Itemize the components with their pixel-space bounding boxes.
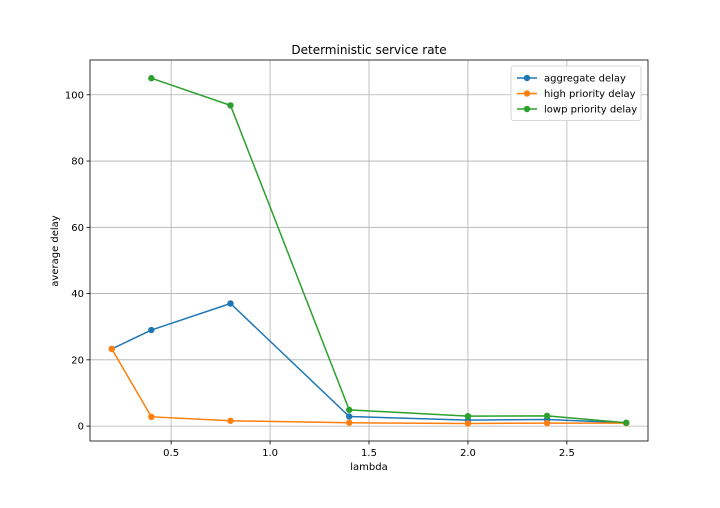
- y-tick-label: 40: [71, 289, 84, 300]
- data-point-series-3: [543, 412, 551, 420]
- data-point-series-1: [227, 300, 234, 307]
- x-tick-label: 2.0: [460, 448, 476, 459]
- data-point-series-3: [623, 419, 630, 426]
- x-tick-label: 1.5: [361, 448, 377, 459]
- data-point-series-2: [108, 345, 115, 353]
- legend-marker: [523, 74, 531, 82]
- ticks: 0.5 1.0 1.5 2.0 2.5 0 20 40 60 80 100: [65, 90, 575, 459]
- data-point-series-2: [227, 417, 234, 424]
- x-tick-label: 1.0: [262, 448, 278, 459]
- data-point-series-3: [227, 102, 234, 109]
- data-point-series-2: [543, 419, 551, 427]
- x-tick-label: 0.5: [163, 448, 179, 459]
- y-axis-label: average delay: [50, 215, 61, 287]
- legend-marker: [523, 105, 531, 113]
- x-tick-label: 2.5: [559, 448, 575, 459]
- data-point-series-2: [346, 419, 353, 426]
- data-point-series-2: [464, 420, 472, 427]
- legend-label: high priority delay: [544, 89, 636, 100]
- y-tick-label: 0: [78, 422, 84, 433]
- y-tick-label: 80: [71, 157, 84, 168]
- data-point-series-1: [148, 326, 155, 334]
- legend: aggregate delay high priority delay lowp p…: [510, 65, 642, 121]
- data-point-series-3: [148, 75, 155, 82]
- legend-marker: [523, 90, 531, 97]
- data-point-series-1: [346, 413, 353, 420]
- series-layer: [108, 75, 630, 427]
- chart-title: Deterministic service rate: [291, 43, 446, 57]
- legend-label: aggregate delay: [544, 74, 626, 85]
- series-line-3: [151, 77, 627, 424]
- y-tick-label: 100: [65, 90, 84, 101]
- y-tick-label: 20: [71, 355, 84, 366]
- y-tick-label: 60: [71, 223, 84, 234]
- data-point-series-3: [346, 406, 353, 414]
- legend-box: [510, 65, 642, 121]
- data-point-series-3: [464, 412, 472, 420]
- x-axis-label: lambda: [350, 462, 387, 473]
- legend-label: lowp priority delay: [544, 105, 637, 116]
- data-point-series-2: [148, 413, 155, 421]
